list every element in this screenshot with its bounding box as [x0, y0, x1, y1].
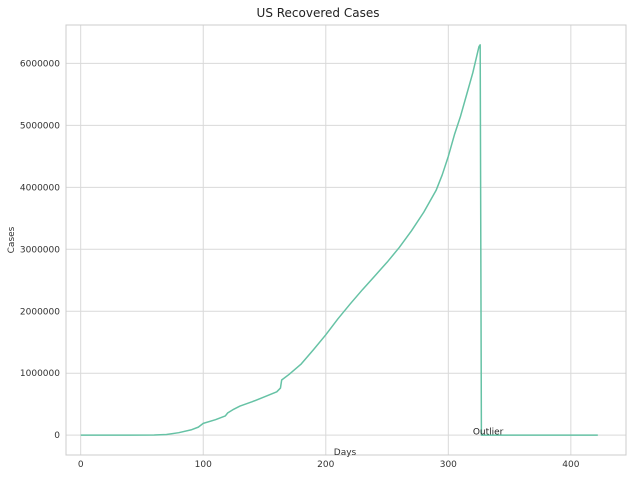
y-tick-label: 6000000 [20, 59, 60, 69]
recovered-cases-line [80, 44, 598, 436]
y-axis-label: Cases [7, 226, 17, 253]
x-tick-label: 300 [440, 460, 457, 470]
x-tick-label: 400 [562, 460, 579, 470]
x-tick-label: 0 [78, 460, 84, 470]
y-tick-labels: 0 1000000 2000000 3000000 4000000 5000000 6000… [20, 59, 60, 441]
x-axis-label: Days [334, 448, 357, 458]
x-tick-labels: 0 100 200 300 400 [78, 460, 580, 470]
y-tick-label: 1000000 [20, 369, 60, 379]
plot-frame [65, 24, 627, 456]
y-tick-label: 0 [54, 431, 60, 441]
y-gridlines [66, 62, 626, 436]
x-tick-label: 100 [195, 460, 212, 470]
y-tick-label: 2000000 [20, 307, 60, 317]
y-tick-label: 5000000 [20, 121, 60, 131]
x-tick-label: 200 [317, 460, 334, 470]
y-tick-label: 3000000 [20, 245, 60, 255]
x-gridlines [80, 25, 572, 455]
outlier-annotation: Outlier [473, 428, 504, 438]
chart-title: US Recovered Cases [257, 6, 380, 20]
y-tick-label: 4000000 [20, 183, 60, 193]
